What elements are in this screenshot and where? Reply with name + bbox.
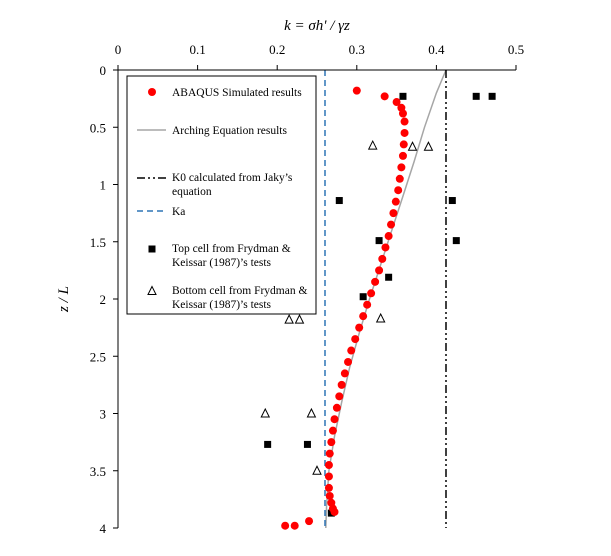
data-point	[306, 407, 317, 418]
data-point	[395, 174, 404, 183]
data-point	[359, 293, 367, 301]
data-point	[394, 186, 403, 195]
x-tick-label: 0.5	[508, 42, 524, 57]
data-point	[375, 237, 383, 245]
data-point	[398, 151, 407, 160]
data-point	[423, 141, 434, 151]
data-point	[400, 128, 409, 137]
data-point	[327, 438, 336, 447]
data-point	[488, 92, 496, 100]
x-tick-label: 0.4	[428, 42, 445, 57]
legend-label: Bottom cell from Frydman & Keissar (1987)…	[172, 285, 307, 311]
y-ticks: 0 0.5 1 1.5 2 2.5 3 3.5 4	[90, 63, 118, 536]
data-point	[328, 426, 337, 435]
legend-swatch	[148, 245, 156, 253]
plot-series	[260, 69, 496, 530]
data-point	[375, 266, 384, 275]
x-ticks: 0 0.1 0.2 0.3 0.4 0.5	[115, 42, 524, 70]
data-point	[381, 243, 390, 252]
data-point	[324, 483, 333, 492]
data-point	[363, 300, 372, 309]
data-point	[324, 472, 333, 481]
data-point	[305, 517, 314, 526]
data-point	[281, 521, 290, 530]
data-point	[325, 491, 334, 500]
data-point	[337, 380, 346, 389]
legend-swatch	[147, 285, 157, 295]
legend-label: ABAQUS Simulated results	[172, 87, 302, 99]
data-point	[352, 86, 361, 95]
data-point	[400, 117, 409, 126]
data-point	[391, 197, 400, 206]
data-point	[399, 92, 407, 100]
legend-label: Ka	[172, 206, 185, 218]
data-point	[367, 139, 378, 150]
axes	[117, 69, 516, 528]
data-point	[380, 92, 389, 101]
data-point	[371, 277, 380, 286]
data-point	[294, 313, 305, 324]
data-point	[392, 98, 401, 107]
data-point	[325, 449, 334, 458]
data-point	[398, 109, 407, 118]
data-point	[347, 346, 356, 355]
data-point	[330, 507, 339, 516]
data-point	[387, 220, 396, 229]
data-point	[324, 461, 333, 470]
y-tick-label: 3.5	[90, 464, 106, 479]
y-tick-label: 1	[100, 178, 107, 193]
legend-label: Top cell from Frydman & Keissar (1987)’s …	[172, 243, 291, 269]
data-point	[384, 232, 393, 241]
series-line	[325, 69, 447, 529]
data-point	[452, 237, 460, 245]
x-tick-label: 0.3	[349, 42, 365, 57]
y-tick-label: 4	[100, 521, 107, 536]
data-point	[344, 357, 353, 366]
series-group	[325, 69, 447, 529]
data-point	[340, 369, 349, 378]
y-tick-label: 0.5	[90, 120, 106, 135]
x-tick-label: 0.1	[189, 42, 205, 57]
data-point	[284, 313, 294, 324]
data-point	[332, 403, 341, 412]
data-point	[355, 323, 364, 332]
data-point	[264, 440, 272, 448]
series-group	[260, 139, 434, 475]
data-point	[359, 312, 368, 321]
series-group	[281, 86, 409, 530]
y-tick-label: 0	[100, 63, 107, 78]
data-point	[335, 392, 344, 401]
y-tick-label: 2.5	[90, 349, 106, 364]
y-tick-label: 3	[100, 407, 107, 422]
legend-box	[126, 75, 317, 315]
x-axis-title: k = σh' / γz	[284, 18, 350, 34]
data-point	[378, 254, 387, 263]
data-point	[448, 197, 456, 205]
data-point	[312, 465, 322, 475]
data-point	[290, 521, 299, 530]
x-tick-label: 0.2	[269, 42, 285, 57]
x-tick-label: 0	[115, 42, 122, 57]
data-point	[389, 209, 398, 218]
data-point	[335, 197, 343, 205]
data-point	[397, 163, 406, 172]
data-point	[375, 312, 386, 323]
y-tick-label: 1.5	[90, 235, 106, 250]
data-point	[385, 273, 393, 281]
data-point	[351, 335, 360, 344]
data-point	[303, 440, 311, 448]
data-point	[260, 407, 271, 418]
y-tick-label: 2	[100, 292, 107, 307]
data-point	[367, 289, 376, 298]
data-point	[407, 141, 418, 151]
data-point	[399, 140, 408, 149]
data-point	[330, 415, 339, 424]
legend-label: K0 calculated from Jaky’s equation	[172, 172, 293, 198]
legend: ABAQUS Simulated results Arching Equation…	[126, 75, 317, 315]
data-point	[472, 92, 480, 100]
y-axis-title: z / L	[56, 286, 72, 313]
legend-label: Arching Equation results	[172, 125, 288, 137]
legend-swatch	[148, 88, 156, 96]
